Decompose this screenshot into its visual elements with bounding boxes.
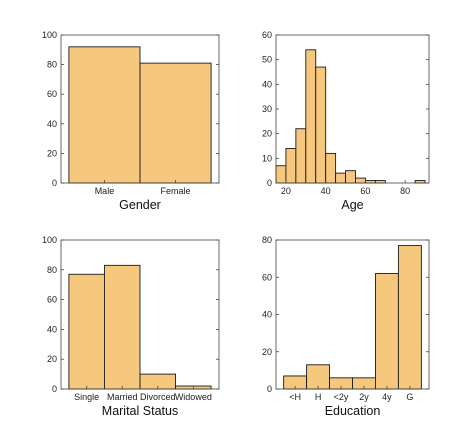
age-ytick-label: 10 bbox=[262, 153, 272, 163]
marital-status-xtick-label: Widowed bbox=[175, 392, 212, 402]
age-ytick-label: 50 bbox=[262, 55, 272, 65]
marital-status-ytick-label: 20 bbox=[47, 354, 57, 364]
marital-status-plot-frame bbox=[60, 239, 220, 390]
gender-ytick-label: 80 bbox=[47, 60, 57, 70]
marital-status-xaxis-label: Marital Status bbox=[102, 404, 178, 418]
age-xtick-label: 20 bbox=[281, 186, 291, 196]
age-xtick-label: 60 bbox=[360, 186, 370, 196]
age-bar-bin-0 bbox=[275, 165, 287, 184]
age-xaxis-label: Age bbox=[341, 198, 363, 212]
age-xtick-label: 40 bbox=[321, 186, 331, 196]
education-xtick-label: 4y bbox=[382, 392, 392, 402]
marital-status-bar-single bbox=[68, 273, 105, 390]
age-bar-bin-2 bbox=[295, 128, 307, 184]
gender-xtick-label: Male bbox=[95, 186, 115, 196]
education-xtick-label: <H bbox=[289, 392, 301, 402]
gender-bar-male bbox=[68, 46, 141, 184]
age-ytick-label: 30 bbox=[262, 104, 272, 114]
marital-status-ytick-label: 0 bbox=[52, 384, 57, 394]
education-xtick-label: G bbox=[406, 392, 413, 402]
marital-status-xtick-label: Single bbox=[74, 392, 99, 402]
marital-status-ytick-label: 80 bbox=[47, 265, 57, 275]
education-xtick-label: 2y bbox=[359, 392, 369, 402]
age-bar-bin-7 bbox=[345, 170, 356, 184]
education-xtick-label: <2y bbox=[334, 392, 349, 402]
education-ytick-label: 0 bbox=[267, 384, 272, 394]
age-ytick-label: 40 bbox=[262, 79, 272, 89]
education-bar-4y bbox=[375, 273, 399, 390]
gender-plot-frame bbox=[60, 34, 220, 184]
education-bar-h bbox=[306, 364, 331, 390]
age-bar-bin-6 bbox=[335, 172, 346, 184]
education-chart: 0 20 40 60 80 <H H <2y 2y 4y G Education bbox=[262, 235, 430, 418]
age-ytick-label: 20 bbox=[262, 129, 272, 139]
education-ytick-label: 40 bbox=[262, 310, 272, 320]
gender-ytick-label: 20 bbox=[47, 148, 57, 158]
gender-ytick-label: 100 bbox=[42, 30, 57, 40]
gender-xtick-label: Female bbox=[161, 186, 191, 196]
marital-status-xtick-label: Divorced bbox=[140, 392, 176, 402]
education-xtick-label: H bbox=[315, 392, 322, 402]
gender-ytick-label: 40 bbox=[47, 119, 57, 129]
marital-status-ytick-label: 60 bbox=[47, 295, 57, 305]
gender-bar-female bbox=[139, 62, 212, 184]
marital-status-xtick-label: Married bbox=[107, 392, 138, 402]
gender-xaxis-label: Gender bbox=[119, 198, 161, 212]
education-ytick-label: 20 bbox=[262, 347, 272, 357]
marital-status-ytick-label: 40 bbox=[47, 324, 57, 334]
age-xtick-label: 80 bbox=[400, 186, 410, 196]
gender-ytick-label: 0 bbox=[52, 178, 57, 188]
age-bar-bin-3 bbox=[305, 49, 317, 184]
age-chart: 0 10 20 30 40 50 60 20 40 60 80 Age bbox=[262, 30, 430, 212]
education-ytick-label: 80 bbox=[262, 235, 272, 245]
age-bar-bin-1 bbox=[285, 148, 297, 184]
gender-ytick-label: 60 bbox=[47, 89, 57, 99]
marital-status-ytick-label: 100 bbox=[42, 235, 57, 245]
marital-status-chart: 0 20 40 60 80 100 Single Married Divorced Widowed… bbox=[42, 235, 220, 418]
marital-status-bar-married bbox=[103, 264, 141, 390]
age-ytick-label: 60 bbox=[262, 30, 272, 40]
age-bar-bin-5 bbox=[325, 152, 337, 184]
age-bar-bin-8 bbox=[355, 177, 366, 184]
education-xaxis-label: Education bbox=[325, 404, 381, 418]
education-ytick-label: 60 bbox=[262, 272, 272, 282]
age-ytick-label: 0 bbox=[267, 178, 272, 188]
age-bar-bin-4 bbox=[315, 66, 327, 184]
education-bar-g bbox=[397, 245, 422, 390]
